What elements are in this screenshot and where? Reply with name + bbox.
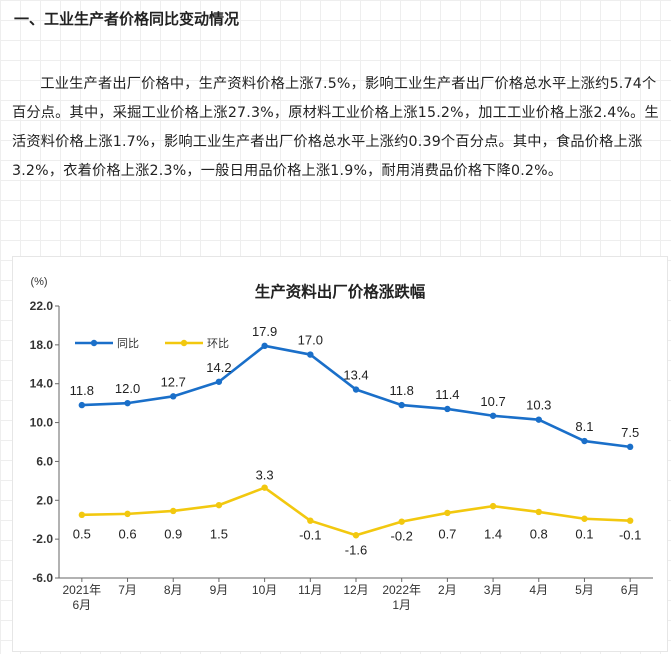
x-tick-label: 12月 [343,583,368,597]
data-label: 12.0 [115,381,140,396]
data-point [489,412,497,419]
x-tick-label: 2022年 [382,583,421,597]
data-label: 0.6 [118,527,136,542]
y-tick-label: 22.0 [30,299,54,313]
x-tick-label: 1月 [392,598,411,612]
chart-svg: 生产资料出厂价格涨跌幅 (%) 22.0 18.0 14.0 10.0 6.0 2.0 -2.0… [30,276,653,612]
x-tick-label: 9月 [210,583,229,597]
data-label: -0.1 [619,528,641,543]
data-label: 14.2 [206,360,231,375]
x-tick-label: 11月 [298,583,322,597]
legend-swatch-marker [180,339,188,347]
x-tick-label: 4月 [529,583,548,597]
data-label: 0.5 [73,527,91,542]
data-point [489,502,497,510]
x-tick-label: 7月 [118,583,137,597]
data-point [215,501,223,509]
data-point [261,342,268,350]
data-label: 11.8 [390,383,414,398]
data-label: 0.8 [530,527,548,542]
data-label: 3.3 [256,468,274,483]
data-point [78,401,86,409]
y-tick-label: 10.0 [30,416,54,430]
data-point [124,510,131,518]
y-axis-unit-label: (%) [30,276,47,288]
x-tick-label: 10月 [252,583,277,597]
section-heading: 一、工业生产者价格同比变动情况 [14,10,240,28]
data-point [444,509,451,517]
data-label: 1.5 [210,527,228,542]
series-line-1 [81,344,631,449]
data-label: 7.5 [621,425,639,440]
data-point [535,416,542,423]
data-label: 17.0 [298,333,323,348]
data-label: 1.4 [484,527,502,542]
data-point [124,399,131,407]
data-point [581,437,588,445]
legend-label: 同比 [117,337,139,350]
data-label: -0.1 [299,528,321,543]
data-label: 0.7 [438,527,456,542]
y-tick-label: 18.0 [30,338,54,352]
data-label: 0.1 [575,527,593,542]
x-tick-label: 6月 [621,583,640,597]
data-point [215,378,223,385]
data-point [352,532,360,539]
y-tick-label: 2.0 [36,493,53,507]
data-point [78,511,86,519]
data-point [581,515,588,522]
x-tick-label: 6月 [73,598,92,612]
chart-panel: 生产资料出厂价格涨跌幅 (%) 22.0 18.0 14.0 10.0 6.0 2.0 -2.0… [12,256,668,652]
data-label: -0.2 [390,529,412,544]
data-point [626,517,634,524]
y-tick-label: -2.0 [32,532,53,546]
data-label: 13.4 [343,368,368,383]
data-label: 11.8 [70,383,94,398]
data-point [170,507,177,515]
data-label: 10.7 [480,394,505,409]
x-tick-label: 8月 [164,583,183,597]
data-point [352,386,360,393]
data-label: 12.7 [161,374,186,389]
data-point [535,508,542,516]
x-tick-label: 5月 [575,583,594,597]
data-point [307,351,314,358]
data-label: 11.4 [435,387,459,402]
data-point [307,517,314,524]
legend-label: 环比 [207,337,229,350]
data-point [170,393,177,400]
y-tick-label: 6.0 [36,454,53,468]
data-point [626,443,634,451]
data-label: 8.1 [575,419,593,434]
data-point [398,518,405,525]
y-tick-label: 14.0 [30,377,54,391]
x-tick-label: 2月 [438,583,457,597]
data-label: 10.3 [526,398,551,413]
y-tick-label: -6.0 [32,571,53,585]
data-point [444,405,451,413]
data-label: -1.6 [345,542,367,557]
data-point [261,484,268,491]
chart-title: 生产资料出厂价格涨跌幅 [255,282,426,301]
x-tick-label: 2021年 [62,583,101,597]
legend-swatch-marker [90,339,98,347]
body-paragraph: 工业生产者出厂价格中，生产资料价格上涨7.5%，影响工业生产者出厂价格总水平上涨… [12,76,659,179]
data-point [398,401,405,409]
data-label: 0.9 [164,527,182,542]
data-label: 17.9 [252,324,277,339]
x-tick-label: 3月 [484,583,503,597]
